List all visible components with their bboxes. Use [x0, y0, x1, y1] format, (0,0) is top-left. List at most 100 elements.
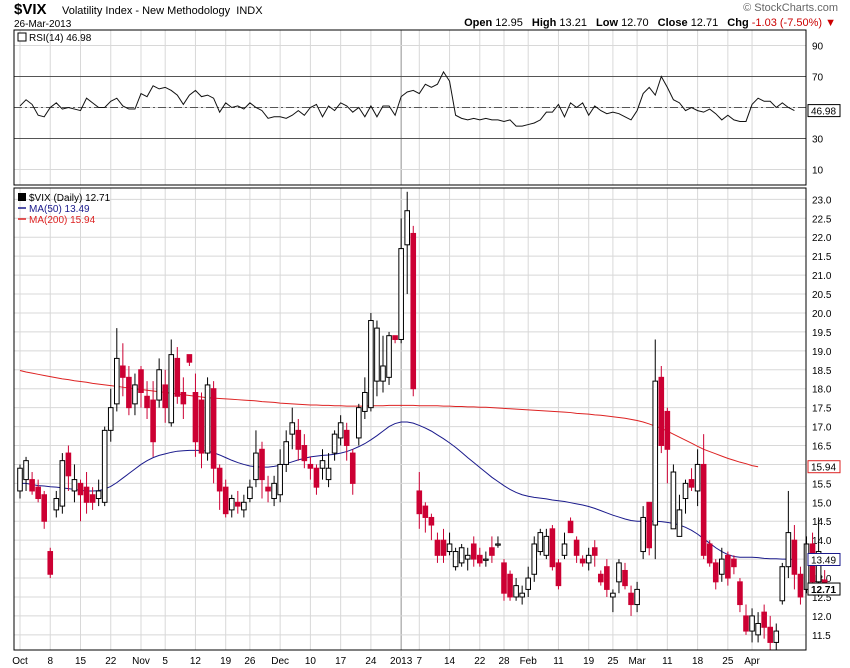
candle-body: [59, 460, 66, 507]
price-y-tick: 17.5: [812, 404, 832, 415]
candle-body: [791, 539, 798, 575]
candle-body: [797, 573, 804, 598]
candle-body: [386, 335, 392, 378]
candle-body: [319, 460, 326, 469]
x-tick-label: 22: [105, 656, 117, 667]
rsi-last-value: 46.98: [811, 107, 836, 118]
candle-body: [356, 407, 362, 439]
rsi-line: [19, 70, 795, 127]
candle-body: [283, 441, 289, 465]
candle-body: [247, 486, 253, 500]
candle-body: [410, 232, 417, 390]
candle-body: [737, 581, 743, 606]
price-y-tick: 20.0: [812, 309, 832, 320]
ma50-line: [20, 421, 795, 560]
candle-body: [767, 626, 774, 643]
candle-body: [749, 615, 755, 632]
x-tick-label: 28: [498, 656, 510, 667]
candle-body: [144, 395, 150, 409]
x-tick-label: 19: [220, 656, 232, 667]
x-tick-label: 17: [335, 656, 347, 667]
x-tick-label: 5: [162, 656, 168, 667]
candle-body: [374, 327, 380, 382]
low-value: 12.70: [621, 17, 649, 29]
price-y-tick: 23.0: [812, 195, 832, 206]
candle-body: [501, 562, 507, 594]
rsi-y-tick: 30: [812, 135, 824, 146]
candle-body: [489, 547, 495, 556]
candle-body: [495, 543, 501, 546]
candle-body: [719, 558, 725, 575]
last-value-label: 12.71: [811, 585, 836, 596]
candle-body: [652, 380, 659, 526]
candle-body: [694, 463, 701, 492]
stockcharts-watermark[interactable]: © StockCharts.com: [743, 2, 838, 14]
candle-body: [89, 494, 96, 503]
candle-body: [174, 357, 181, 397]
price-y-tick: 15.5: [812, 479, 832, 490]
candle-body: [349, 452, 356, 484]
candle-body: [549, 528, 556, 568]
candle-body: [598, 573, 604, 583]
candle-body: [289, 422, 296, 435]
candle-body: [706, 543, 713, 564]
candle-body: [555, 562, 562, 587]
price-legend-entry: MA(50) 13.49: [29, 204, 90, 215]
chg-value: -1.03 (-7.50%): [751, 17, 823, 29]
candle-body: [204, 384, 211, 454]
candle-body: [107, 407, 114, 431]
rsi-panel-frame: [13, 29, 807, 186]
rsi-legend: RSI(14) 46.98: [29, 33, 92, 44]
candle-body: [29, 479, 35, 492]
price-y-tick: 18.0: [812, 385, 832, 396]
candle-body: [114, 357, 120, 405]
price-legend-entry: $VIX (Daily) 12.71: [29, 193, 111, 204]
x-tick-label: 10: [305, 656, 317, 667]
close-label: Close: [657, 17, 688, 29]
candle-body: [156, 369, 162, 401]
candle-body: [101, 429, 108, 503]
candle-body: [362, 391, 368, 412]
candle-body: [585, 554, 592, 564]
candle-body: [235, 501, 241, 507]
candle-body: [743, 615, 749, 632]
exchange-label: INDX: [236, 5, 263, 17]
candle-body: [513, 585, 519, 598]
candle-body: [95, 490, 102, 500]
candle-body: [65, 452, 72, 477]
candle-body: [664, 410, 671, 450]
candle-body: [458, 547, 465, 564]
candle-body: [307, 463, 314, 469]
rsi-legend-swatch: [17, 32, 27, 42]
x-tick-label: 8: [47, 656, 53, 667]
candle-body: [253, 452, 259, 481]
candle-body: [126, 376, 132, 409]
last-value-box: [807, 552, 841, 566]
candle-body: [773, 630, 780, 643]
candle-body: [216, 467, 223, 492]
candle-body: [634, 588, 640, 606]
candle-body: [755, 622, 761, 636]
candle-body: [688, 479, 695, 488]
candle-body: [483, 558, 489, 561]
candle-body: [477, 554, 483, 564]
candle-body: [168, 354, 175, 424]
ticker-symbol: $VIX: [14, 1, 47, 18]
quote-summary: Open 12.95 High 13.21 Low 12.70 Close 12…: [464, 17, 836, 29]
rsi-y-tick: 90: [812, 42, 824, 53]
price-y-tick: 22.5: [812, 214, 832, 225]
candle-body: [610, 592, 616, 598]
x-tick-label: 18: [692, 656, 704, 667]
candle-body: [198, 399, 205, 454]
candle-body: [228, 498, 235, 511]
candle-body: [259, 448, 265, 481]
candle-body: [616, 562, 622, 583]
price-y-tick: 12.5: [812, 593, 832, 604]
candle-body: [186, 354, 193, 363]
price-y-tick: 15.0: [812, 498, 832, 509]
candle-body: [162, 384, 168, 409]
candle-body: [77, 482, 84, 496]
candle-body: [23, 460, 29, 481]
candle-body: [241, 501, 247, 511]
